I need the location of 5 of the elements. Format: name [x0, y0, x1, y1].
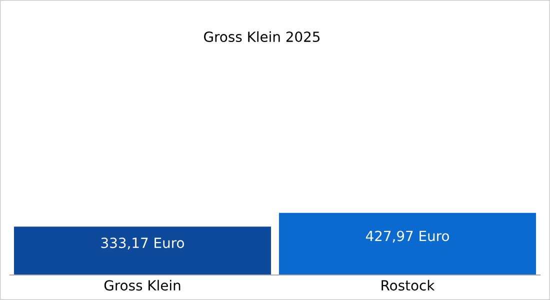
x-tick-label: Rostock: [382, 280, 435, 291]
chart-title: Gross Klein 2025: [204, 31, 320, 42]
data-label: 333,17 Euro: [101, 238, 184, 250]
data-label: 427,97 Euro: [366, 230, 449, 243]
x-tick-label: Gross Klein: [104, 280, 180, 291]
